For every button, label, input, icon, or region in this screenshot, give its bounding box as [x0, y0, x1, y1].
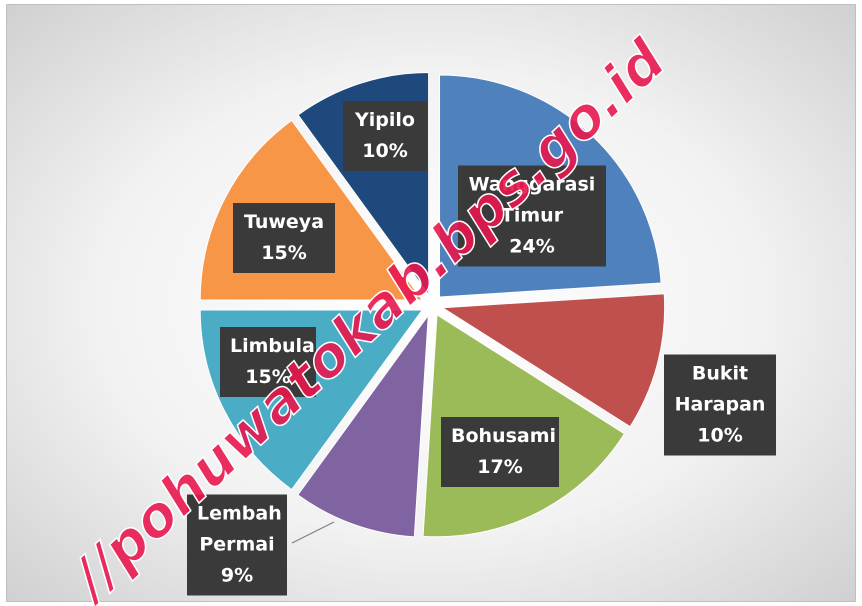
data-label: Bohusami 17%: [441, 417, 559, 487]
value-label: 15%: [245, 366, 291, 388]
category-label: Wanggarasi Timur: [468, 173, 596, 227]
data-label: Tuweya 15%: [233, 203, 335, 273]
value-label: 9%: [220, 564, 254, 587]
pie-slice: [441, 293, 666, 428]
data-label: Bukit Harapan 10%: [664, 354, 776, 456]
category-label: Lembah Permai: [197, 502, 282, 556]
category-label: Bohusami: [451, 425, 557, 447]
category-label: Tuweya: [243, 211, 325, 233]
leader-line: [291, 521, 335, 544]
category-label: Yipilo: [355, 109, 415, 131]
pie-slice: [297, 313, 429, 538]
data-label: Limbula 15%: [220, 327, 316, 397]
value-label: 24%: [509, 235, 555, 258]
category-label: Bukit Harapan: [674, 362, 766, 416]
data-label: Wanggarasi Timur 24%: [458, 165, 606, 267]
data-label: Yipilo 10%: [343, 101, 427, 171]
value-label: 10%: [697, 424, 743, 447]
value-label: 17%: [477, 456, 523, 478]
value-label: 10%: [362, 140, 408, 162]
data-label: Lembah Permai 9%: [187, 494, 287, 596]
category-label: Limbula: [230, 335, 315, 357]
value-label: 15%: [261, 242, 307, 264]
